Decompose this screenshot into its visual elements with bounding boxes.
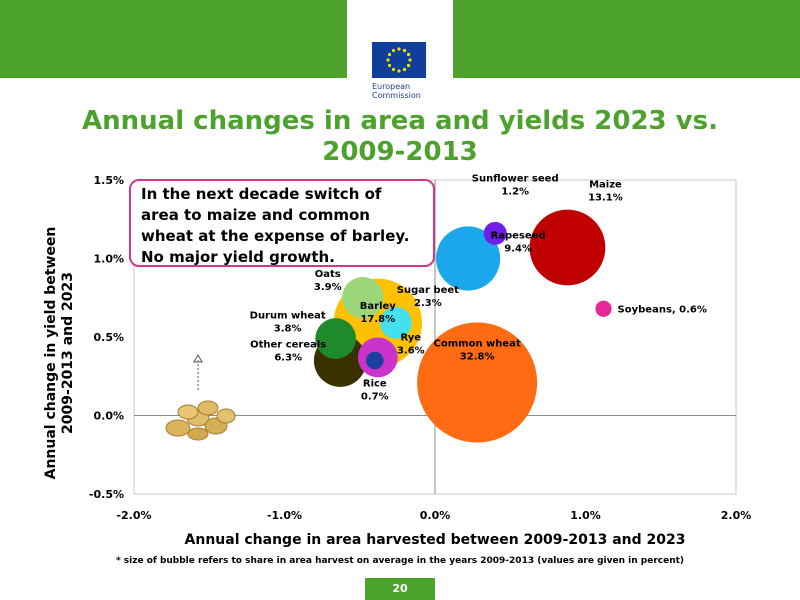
page-title: Annual changes in area and yields 2023 v… xyxy=(82,106,718,167)
bubble-sunflower-seed xyxy=(483,221,507,245)
bubble-rice xyxy=(366,351,384,370)
y-tick-label: -0.5% xyxy=(89,488,124,501)
eu-star xyxy=(387,52,392,57)
data-label-name: Other cereals xyxy=(250,340,326,351)
x-tick-label: 2.0% xyxy=(721,509,752,522)
data-label-value: 1.2% xyxy=(501,186,529,197)
data-label: Other cereals 6.3% xyxy=(250,340,326,364)
data-label-value: 17.8% xyxy=(360,314,395,325)
eu-flag-icon xyxy=(372,42,426,78)
data-label: Durum wheat 3.8% xyxy=(250,311,326,335)
data-label: Barley 17.8% xyxy=(360,301,397,325)
eu-star xyxy=(397,47,401,51)
data-label: Soybeans, 0.6% xyxy=(618,305,707,316)
data-label-value: 32.8% xyxy=(460,352,495,363)
data-label-value: 3.9% xyxy=(314,282,342,293)
data-label-value: 3.6% xyxy=(397,345,425,356)
y-tick-label: 1.0% xyxy=(93,253,124,266)
data-label-value: 3.8% xyxy=(274,324,302,335)
y-axis-label: Annual change in yield between 2009-2013… xyxy=(43,226,76,480)
eu-star xyxy=(387,63,392,68)
x-tick-label: 0.0% xyxy=(420,509,451,522)
x-tick-label: 1.0% xyxy=(570,509,601,522)
data-label: Sunflower seed 1.2% xyxy=(472,173,559,197)
data-label-name: Rapeseed xyxy=(491,231,546,242)
bubble-maize xyxy=(529,209,606,286)
eu-star xyxy=(402,48,407,53)
eu-star xyxy=(406,52,411,57)
bubble-rapeseed xyxy=(436,226,501,291)
x-axis-label: Annual change in area harvested between … xyxy=(184,532,686,548)
y-tick-label: 0.5% xyxy=(93,331,124,344)
y-tick-label: 1.5% xyxy=(93,174,124,187)
bubble-sugar-beet xyxy=(379,306,412,339)
data-label-name: Rye xyxy=(401,332,422,343)
logo-text: European Commission xyxy=(372,82,421,100)
data-label: Common wheat 32.8% xyxy=(434,339,521,363)
data-label-value: 9.4% xyxy=(504,244,532,255)
bubble-durum-wheat xyxy=(315,318,357,359)
bubble-soybeans xyxy=(595,300,612,317)
data-label-name: Rice xyxy=(363,379,387,390)
data-label-name: Sugar beet xyxy=(397,285,459,296)
data-label: Rapeseed 9.4% xyxy=(491,231,546,255)
x-tick-label: -2.0% xyxy=(116,509,151,522)
data-label-name: Barley xyxy=(360,301,397,312)
data-label: Rice 0.7% xyxy=(361,379,389,403)
data-label-value: 6.3% xyxy=(274,353,302,364)
potatoes-icon xyxy=(165,353,236,441)
eu-star xyxy=(386,58,390,62)
data-label-name: Common wheat xyxy=(434,339,521,350)
eu-star xyxy=(408,58,412,62)
data-label-value: 2.3% xyxy=(414,298,442,309)
data-label-name: Maize xyxy=(589,180,622,191)
eu-star xyxy=(406,63,411,68)
data-label-value: 0.7% xyxy=(361,392,389,403)
bubble-common-wheat xyxy=(417,322,538,443)
callout-note: In the next decade switch of area to mai… xyxy=(129,179,435,267)
data-label-value: 13.1% xyxy=(588,193,623,204)
data-label: Sugar beet 2.3% xyxy=(397,285,459,309)
x-tick-label: -1.0% xyxy=(267,509,302,522)
data-label-name: Durum wheat xyxy=(250,311,326,322)
eu-star xyxy=(402,67,407,72)
data-label-name: Sunflower seed xyxy=(472,173,559,184)
data-label: Maize 13.1% xyxy=(588,180,623,204)
y-tick-label: 0.0% xyxy=(93,410,124,423)
bubble-oats xyxy=(342,277,384,319)
page-number: 20 xyxy=(365,578,435,600)
data-label-name: Oats xyxy=(315,269,341,280)
data-label: Rye 3.6% xyxy=(397,332,425,356)
footnote: * size of bubble refers to share in area… xyxy=(115,556,685,566)
eu-star xyxy=(391,67,396,72)
eu-star xyxy=(397,69,401,73)
data-label: Oats 3.9% xyxy=(314,269,342,293)
eu-star xyxy=(391,48,396,53)
